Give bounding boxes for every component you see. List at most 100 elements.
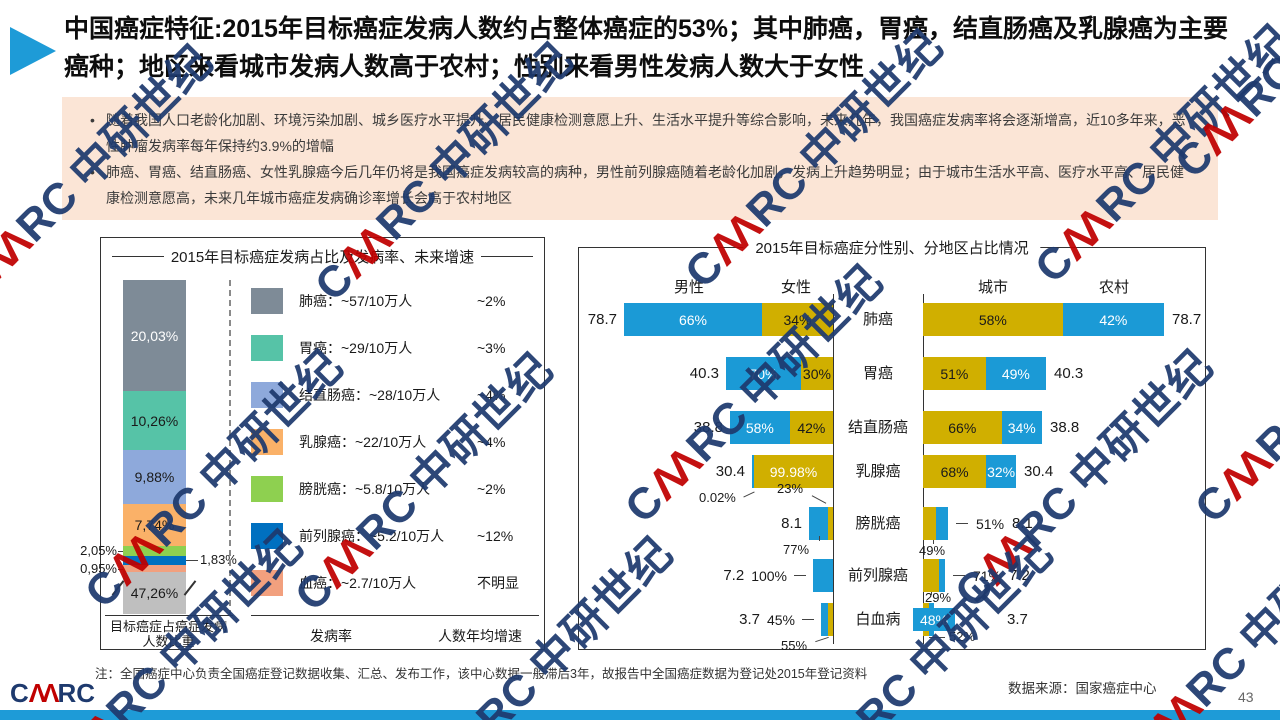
legend-item-colorectal: 结直肠癌：~28/10万人 ~4% bbox=[251, 378, 541, 412]
header-rural: 农村 bbox=[1098, 279, 1129, 296]
legend-growth: ~12% bbox=[477, 528, 514, 544]
region-row-bladder: 51% 8.1 bbox=[923, 507, 1033, 540]
legend-swatch-icon bbox=[251, 288, 283, 314]
legend-label: 肺癌：~57/10万人 bbox=[299, 293, 413, 309]
total-label: 78.7 bbox=[1172, 311, 1202, 328]
city-segment bbox=[923, 507, 936, 540]
callout-leukemia-city: 52% bbox=[949, 629, 976, 644]
segment-label: 20,03% bbox=[130, 327, 179, 344]
female-segment: 42% bbox=[789, 411, 833, 444]
female-pct-label: 99.98% bbox=[769, 463, 818, 480]
callout-prostate-share: 1,83% bbox=[200, 552, 237, 567]
segment-prostate bbox=[123, 556, 186, 565]
rural-segment bbox=[936, 507, 948, 540]
male-segment bbox=[821, 603, 828, 636]
leader-line bbox=[956, 523, 968, 524]
rural-segment: 34% bbox=[1001, 411, 1042, 444]
legend-growth: ~4% bbox=[477, 387, 506, 403]
callout-bladder-female: 23% bbox=[777, 481, 804, 496]
leader-line bbox=[819, 536, 820, 541]
region-row-stomach: 51% 49% 40.3 bbox=[923, 357, 1083, 390]
legend-swatch-icon bbox=[251, 382, 283, 408]
segment-label: 10,26% bbox=[130, 412, 179, 429]
header-female: 女性 bbox=[780, 279, 811, 296]
callout-bladder-share: 2,05% bbox=[80, 543, 117, 558]
legend-item-prostate: 前列腺癌：~5.2/10万人 ~12% bbox=[251, 519, 541, 553]
row-label-bladder: 膀胱癌 bbox=[855, 515, 901, 532]
legend-growth: ~3% bbox=[477, 340, 506, 356]
region-bar: 68% 32% bbox=[923, 455, 1016, 488]
legend-growth: ~4% bbox=[477, 434, 506, 450]
gender-row-prostate: 7.2 100% bbox=[579, 559, 833, 592]
female-pct-label: 42% bbox=[797, 419, 826, 436]
segment-lung: 20,03% bbox=[123, 280, 186, 391]
row-label-leukemia: 白血病 bbox=[855, 611, 901, 628]
footnote: 注：全国癌症中心负责全国癌症登记数据收集、汇总、发布工作，该中心数据一般滞后3年… bbox=[95, 667, 868, 681]
segment-stomach: 10,26% bbox=[123, 391, 186, 450]
callout-bladder-rural: 49% bbox=[919, 543, 946, 558]
legend-item-breast: 乳腺癌：~22/10万人 ~4% bbox=[251, 425, 541, 459]
rural-segment: 32% bbox=[986, 455, 1016, 488]
rural-pct-label: 49% bbox=[1001, 365, 1030, 382]
gender-bar: 58% 42% bbox=[730, 411, 833, 444]
female-segment: 99.98% bbox=[754, 455, 833, 488]
callout-blood-share: 0,95% bbox=[80, 561, 117, 576]
female-pct-label: 34% bbox=[783, 311, 812, 328]
region-row-breast: 68% 32% 30.4 bbox=[923, 455, 1053, 488]
female-pct-label: 30% bbox=[802, 365, 831, 382]
rural-segment bbox=[938, 559, 945, 592]
legend-label: 前列腺癌：~5.2/10万人 bbox=[299, 528, 445, 544]
callout-leukemia-rural: 48% bbox=[913, 608, 955, 631]
male-segment bbox=[809, 507, 828, 540]
gender-row-colorectal: 38.8 58% 42% bbox=[579, 411, 833, 444]
leader-line bbox=[933, 540, 934, 544]
female-segment: 30% bbox=[800, 357, 833, 390]
row-label-prostate: 前列腺癌 bbox=[847, 567, 908, 584]
gender-row-leukemia: 3.7 45% bbox=[579, 603, 833, 636]
leader-line bbox=[118, 551, 123, 552]
gender-row-breast: 30.4 99.98% bbox=[579, 455, 833, 488]
segment-label: 9,88% bbox=[134, 469, 175, 485]
segment-bladder bbox=[123, 546, 186, 556]
left-chart-title: 2015年目标癌症发病占比及发病率、未来增速 bbox=[170, 249, 475, 266]
segment-label: 47,26% bbox=[130, 585, 179, 601]
leader-line bbox=[186, 560, 198, 561]
leader-line bbox=[811, 495, 827, 504]
left-chart-panel: 2015年目标癌症发病占比及发病率、未来增速 20,03% 10,26% 9,8… bbox=[80, 237, 545, 650]
summary-box: 随着我国人口老龄化加剧、环境污染加剧、城乡医疗水平提升、居民健康检测意愿上升、生… bbox=[62, 97, 1218, 220]
page-title: 中国癌症特征:2015年目标癌症发病人数约占整体癌症的53%；其中肺癌，胃癌，结… bbox=[64, 15, 1228, 81]
callout-leukemia-male: 55% bbox=[781, 638, 808, 653]
total-label: 30.4 bbox=[715, 463, 745, 480]
title-rule-right bbox=[481, 256, 533, 257]
title-chevron-icon bbox=[10, 27, 56, 75]
female-pct-callout: 45% bbox=[766, 611, 795, 628]
female-segment: 34% bbox=[761, 303, 833, 336]
total-label: 40.3 bbox=[1054, 365, 1084, 382]
gender-row-lung: 78.7 66% 34% bbox=[579, 303, 833, 336]
city-segment: 51% bbox=[923, 357, 986, 390]
total-label: 3.7 bbox=[1007, 611, 1028, 628]
male-pct-label: 70% bbox=[749, 365, 778, 382]
bullet-item: 肺癌、胃癌、结直肠癌、女性乳腺癌今后几年仍将是我国癌症发病较高的病种，男性前列腺… bbox=[88, 159, 1192, 211]
legend-label: 膀胱癌：~5.8/10万人 bbox=[299, 481, 431, 497]
city-pct-label: 58% bbox=[978, 311, 1007, 328]
total-label: 40.3 bbox=[689, 365, 719, 382]
cmrc-logo: CΛΛRC bbox=[10, 678, 95, 709]
city-segment: 66% bbox=[923, 411, 1002, 444]
total-label: 7.2 bbox=[723, 567, 745, 584]
gender-bar bbox=[809, 507, 833, 540]
data-source: 数据来源：国家癌症中心 bbox=[1008, 681, 1157, 696]
leader-line bbox=[931, 592, 932, 595]
region-row-colorectal: 66% 34% 38.8 bbox=[923, 411, 1079, 444]
row-label-breast: 乳腺癌 bbox=[855, 463, 901, 480]
legend-item-stomach: 胃癌：~29/10万人 ~3% bbox=[251, 331, 541, 365]
male-pct-callout: 100% bbox=[751, 567, 787, 584]
region-bar bbox=[923, 559, 945, 592]
legend-swatch-icon bbox=[251, 476, 283, 502]
rural-pct-label: 34% bbox=[1007, 419, 1036, 436]
row-label-colorectal: 结直肠癌 bbox=[847, 419, 908, 436]
gender-row-bladder: 8.1 bbox=[579, 507, 833, 540]
female-segment bbox=[827, 603, 833, 636]
legend-swatch-icon bbox=[251, 570, 283, 596]
